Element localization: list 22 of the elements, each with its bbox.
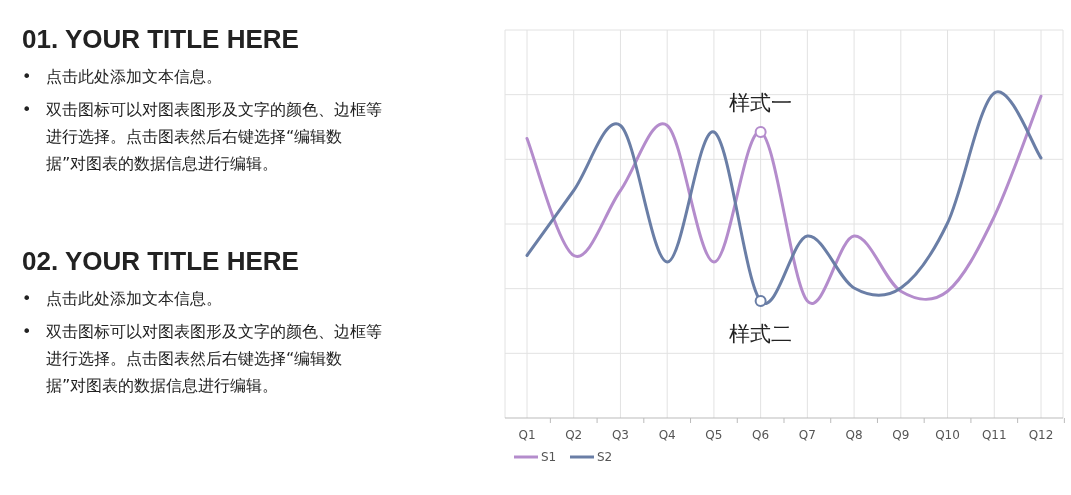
x-tick-label: Q3 — [611, 428, 629, 442]
text: • 点击此处添加文本信息。 — [22, 288, 223, 310]
x-tick-label: Q6 — [752, 428, 770, 442]
x-tick-label: Q8 — [845, 428, 863, 442]
x-tick-label: Q12 — [1028, 428, 1054, 442]
annotation: 样式一 — [729, 91, 793, 115]
x-tick-label: Q11 — [981, 428, 1007, 442]
x-tick-label: Q9 — [892, 428, 910, 442]
annotation: 样式二 — [729, 322, 793, 346]
text: • 点击此处添加文本信息。 — [22, 66, 223, 88]
x-tick-label: Q4 — [658, 428, 676, 442]
x-tick-label: Q7 — [798, 428, 816, 442]
x-tick-label: Q10 — [935, 428, 960, 442]
x-tick-label: Q1 — [518, 428, 536, 442]
x-tick-label: Q5 — [705, 428, 723, 442]
legend-label: S2 — [597, 450, 613, 464]
text: • 双击图标可以对图表图形及文字的颜色、边框等进行选择。点击图表然后右键选择“编辑数据”对图表的数据信息进行编辑。 — [22, 321, 382, 397]
text: 02. YOUR TITLE HERE — [22, 246, 300, 277]
text: • 双击图标可以对图表图形及文字的颜色、边框等进行选择。点击图表然后右键选择“编辑数据”对图表的数据信息进行编辑。 — [22, 99, 382, 175]
x-tick-label: Q2 — [565, 428, 583, 442]
legend-label: S1 — [541, 450, 557, 464]
text: 01. YOUR TITLE HERE — [22, 24, 300, 55]
